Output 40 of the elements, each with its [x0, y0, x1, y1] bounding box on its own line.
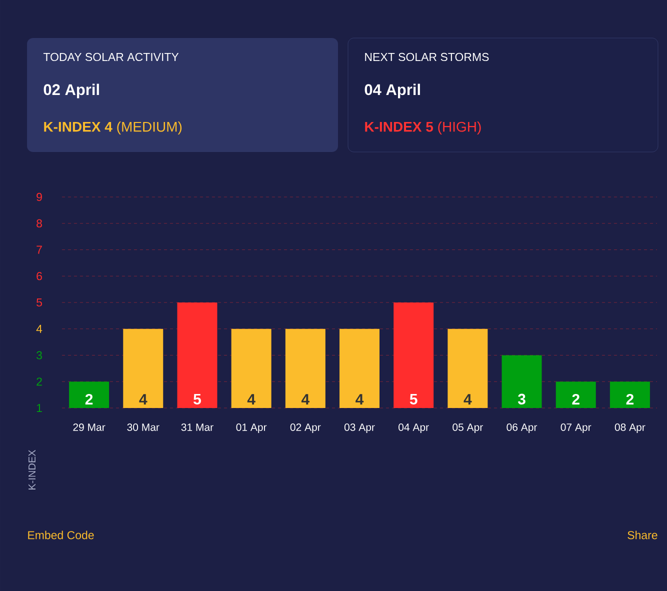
data-label: 4: [464, 394, 472, 404]
text: K-INDEX 5 (HIGH): [365, 121, 481, 135]
text: Embed Code: [28, 530, 94, 540]
y-tick-label: 5: [36, 298, 42, 306]
y-tick-label: 1: [36, 404, 42, 412]
x-tick-label: 30 Mar: [127, 424, 160, 431]
text: K-INDEX: [28, 450, 36, 490]
x-tick-label: 06 Apr: [506, 424, 538, 434]
y-tick-label: 2: [36, 378, 42, 386]
data-label: 2: [85, 394, 93, 404]
x-tick-label: 02 Apr: [290, 424, 321, 434]
data-label: 4: [247, 394, 256, 404]
text: 02 April: [44, 84, 99, 98]
y-tick-label: 6: [36, 272, 42, 280]
y-tick-label: 3: [36, 351, 42, 360]
text: K-INDEX 4 (MEDIUM): [44, 121, 182, 135]
data-label: 2: [572, 394, 580, 404]
x-tick-label: 07 Apr: [560, 424, 592, 434]
x-tick-label: 05 Apr: [452, 424, 483, 434]
x-tick-label: 08 Apr: [614, 424, 646, 434]
x-tick-label: 01 Apr: [236, 424, 267, 434]
text: 04 April: [364, 84, 420, 98]
y-tick-label: 4: [36, 324, 42, 333]
x-tick-label: 04 Apr: [398, 424, 429, 434]
y-tick-label: 9: [36, 192, 42, 202]
x-tick-label: 31 Mar: [181, 424, 214, 431]
data-label: 3: [518, 394, 526, 404]
text: NEXT SOLAR STORMS: [365, 52, 489, 62]
data-label: 5: [194, 394, 201, 404]
y-tick-label: 7: [36, 246, 42, 254]
y-tick-label: 8: [36, 219, 42, 228]
data-label: 4: [139, 394, 148, 404]
data-label: 2: [626, 394, 634, 404]
data-label: 4: [301, 394, 310, 404]
data-label: 5: [410, 394, 418, 404]
x-tick-label: 03 Apr: [344, 424, 375, 434]
text: TODAY SOLAR ACTIVITY: [43, 52, 179, 62]
x-tick-label: 29 Mar: [73, 424, 106, 431]
text: Share: [628, 530, 658, 540]
data-label: 4: [356, 394, 364, 404]
